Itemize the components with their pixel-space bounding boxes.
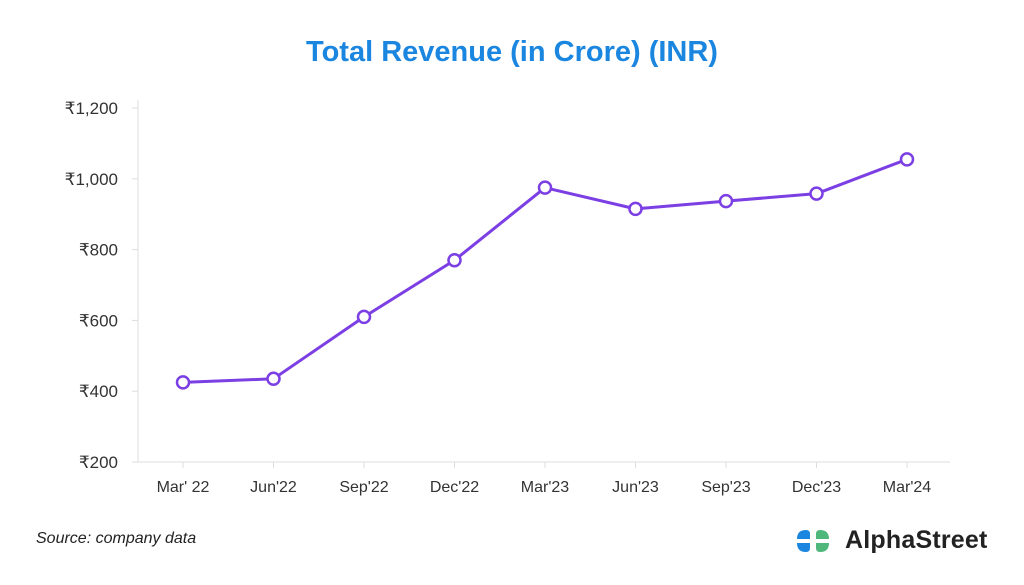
data-point	[266, 371, 281, 387]
logo-icon	[797, 529, 829, 552]
x-tick-label: Jun'23	[612, 479, 659, 496]
y-tick-label: ₹400	[79, 382, 118, 401]
x-tick-label: Sep'22	[339, 479, 388, 496]
x-tick-label: Mar'23	[521, 479, 570, 496]
y-tick-label: ₹800	[79, 241, 118, 260]
x-tick-label: Dec'22	[430, 479, 479, 496]
x-tick-label: Mar' 22	[157, 479, 210, 496]
data-point	[899, 152, 915, 167]
data-point	[356, 309, 372, 325]
alphastreet-logo: AlphaStreet	[795, 526, 988, 555]
data-point	[809, 186, 824, 201]
x-tick-label: Dec'23	[792, 479, 841, 496]
y-tick-label: ₹200	[79, 453, 118, 472]
x-tick-label: Jun'22	[250, 479, 297, 496]
data-point	[447, 252, 462, 268]
data-point	[175, 375, 191, 390]
data-point	[537, 180, 553, 195]
y-tick-label: ₹600	[79, 311, 118, 330]
x-tick-label: Sep'23	[701, 479, 750, 496]
y-tick-label: ₹1,200	[65, 99, 118, 118]
brand-name: AlphaStreet	[845, 526, 988, 554]
data-point	[718, 193, 734, 209]
source-note: Source: company data	[36, 530, 197, 547]
data-point	[628, 201, 643, 217]
x-tick-label: Mar'24	[883, 479, 932, 496]
y-tick-label: ₹1,000	[65, 170, 118, 189]
chart-title: Total Revenue (in Crore) (INR)	[306, 36, 718, 68]
